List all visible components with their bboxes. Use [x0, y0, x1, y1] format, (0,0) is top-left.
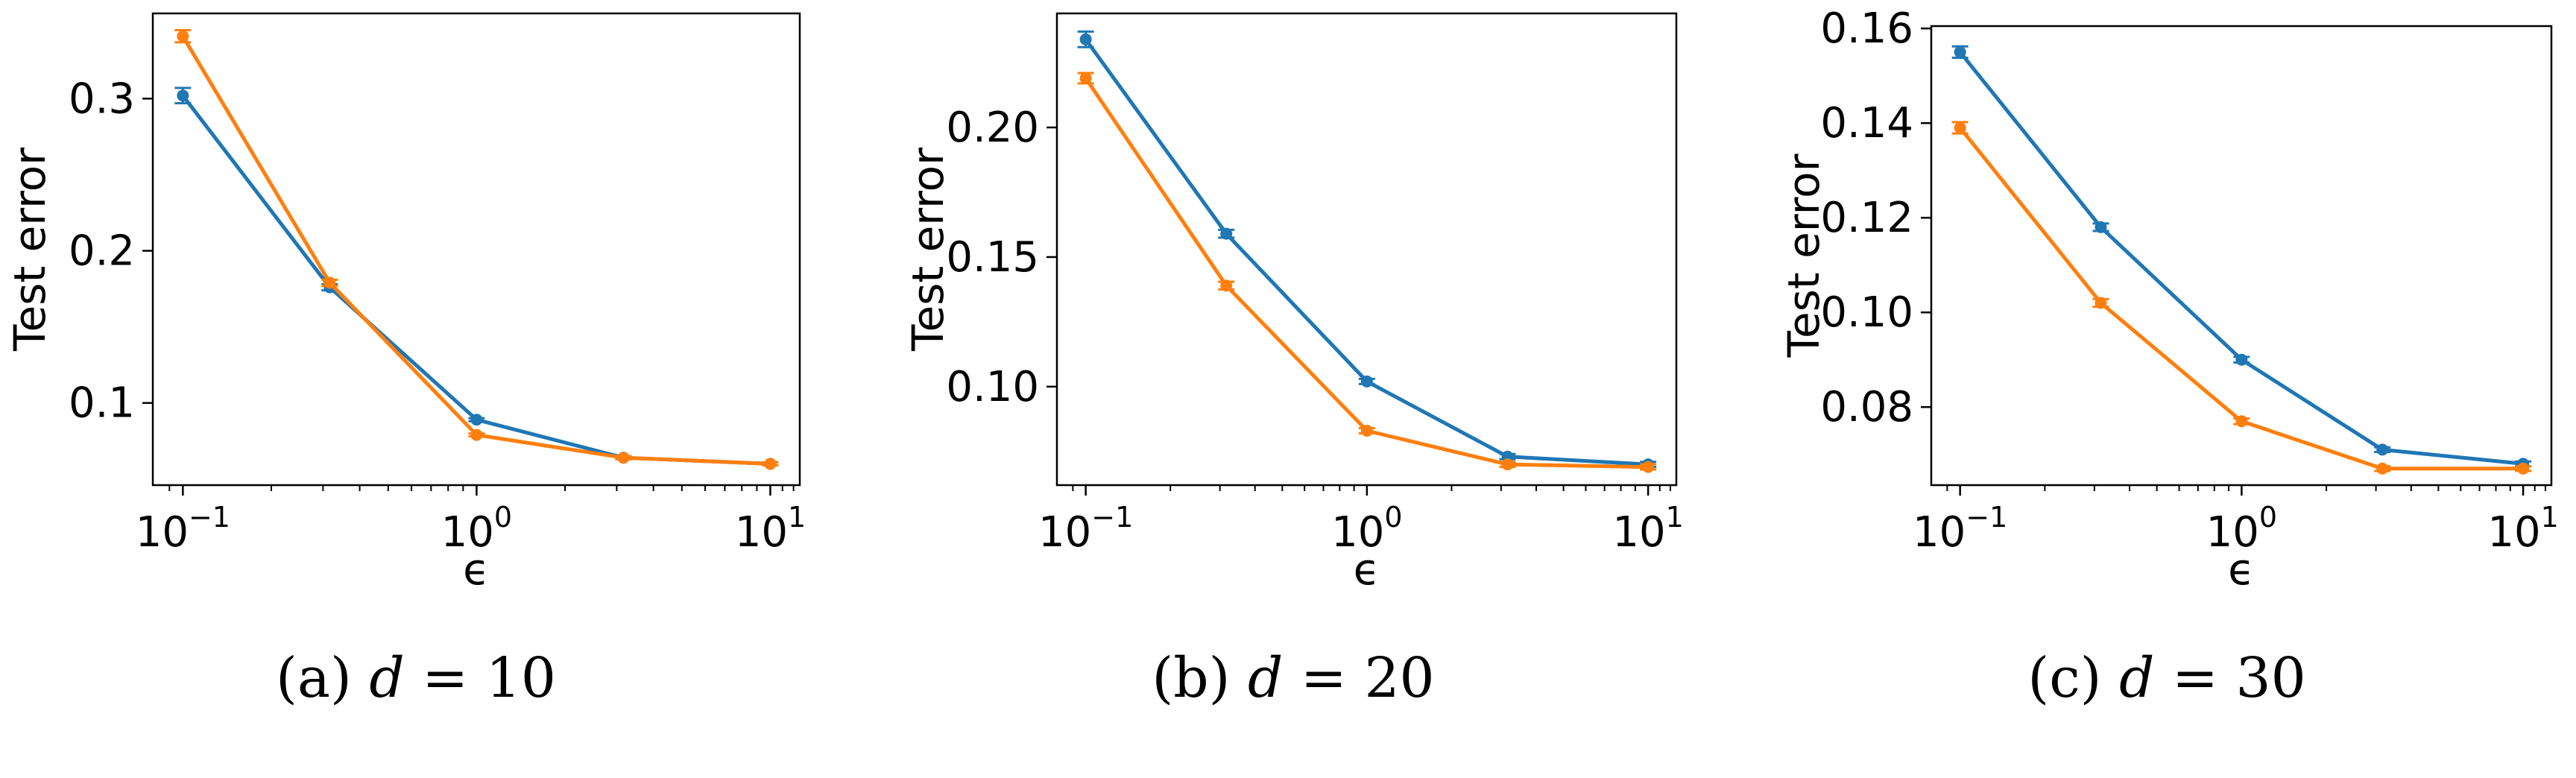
- series-1-point: [2094, 221, 2107, 233]
- y-tick-label: 0.14: [1820, 99, 1913, 148]
- series-2-point: [764, 458, 777, 470]
- y-tick-label: 0.16: [1820, 4, 1913, 53]
- x-axis-label: ϵ: [1354, 544, 1380, 595]
- series-2-point: [323, 276, 336, 289]
- series-1-point: [2235, 353, 2248, 366]
- subfigure-caption: (c) d = 30: [2027, 646, 2305, 710]
- series-2-point: [617, 452, 630, 464]
- y-tick-label: 0.12: [1820, 194, 1913, 242]
- y-tick-label: 0.08: [1820, 383, 1913, 431]
- series-2-point: [2094, 297, 2107, 309]
- series-2-point: [1501, 458, 1514, 471]
- y-tick-label: 0.3: [69, 75, 135, 123]
- series-1-point: [1079, 33, 1092, 45]
- x-tick-label: 10−1: [1038, 501, 1133, 557]
- series-2-point: [177, 30, 189, 42]
- y-tick-label: 0.1: [69, 379, 135, 428]
- series-2-line: [1084, 77, 1649, 469]
- series-1-point: [470, 414, 483, 426]
- subfigure-caption: (b) d = 20: [1152, 646, 1434, 710]
- series-2-point: [1079, 72, 1092, 84]
- series-2-point: [2235, 415, 2248, 428]
- series-1-point: [1220, 227, 1233, 240]
- y-tick-label: 0.10: [946, 363, 1039, 411]
- panel-3: 10−1 100 101 0.08 0.10 0.12 0.14 0.16 ϵ Test erro…: [1778, 4, 2559, 710]
- axes-frame: [1055, 12, 1678, 487]
- x-tick-label: 101: [735, 501, 806, 557]
- x-tick-label: 100: [2206, 501, 2277, 557]
- x-tick-label: 101: [1612, 501, 1683, 557]
- series-1-point: [177, 89, 189, 102]
- x-tick-label: 10−1: [1913, 501, 2007, 557]
- y-axis-label: Test error: [1778, 154, 1829, 358]
- x-axis-label: ϵ: [463, 544, 490, 595]
- y-tick-label: 0.20: [946, 104, 1039, 152]
- x-tick-label: 101: [2487, 501, 2558, 557]
- y-axis-label: Test error: [4, 148, 55, 352]
- x-axis-label: ϵ: [2228, 544, 2255, 595]
- series-1-point: [2376, 443, 2389, 456]
- series-2-point: [1220, 279, 1233, 292]
- y-tick-label: 0.2: [69, 227, 135, 276]
- series-2-point: [1954, 121, 1966, 134]
- x-tick-label: 100: [1331, 501, 1402, 557]
- y-tick-label: 0.10: [1820, 288, 1913, 337]
- series-1-line: [1958, 51, 2524, 466]
- y-axis-label: Test error: [903, 148, 953, 352]
- series-2-point: [2376, 462, 2389, 475]
- subfigure-caption: (a) d = 10: [276, 646, 556, 710]
- y-tick-label: 0.15: [946, 233, 1039, 282]
- series-2-point: [1642, 461, 1655, 473]
- x-tick-label: 100: [441, 501, 512, 557]
- series-2-line: [181, 35, 771, 466]
- series-1-line: [181, 94, 771, 466]
- series-2-point: [1360, 424, 1373, 437]
- series-1-point: [1360, 375, 1373, 388]
- panel-1: 10−1 100 101 0.1 0.2 0.3 ϵ Test error (a) d = 10: [4, 12, 806, 710]
- series-1-point: [1954, 45, 1966, 58]
- series-2-point: [2517, 462, 2530, 475]
- series-1-line: [1084, 38, 1649, 467]
- x-tick-label: 10−1: [136, 501, 230, 557]
- panel-2: 10−1 100 101 0.10 0.15 0.20 ϵ Test error (b) d =…: [903, 12, 1684, 710]
- series-2-point: [470, 428, 483, 441]
